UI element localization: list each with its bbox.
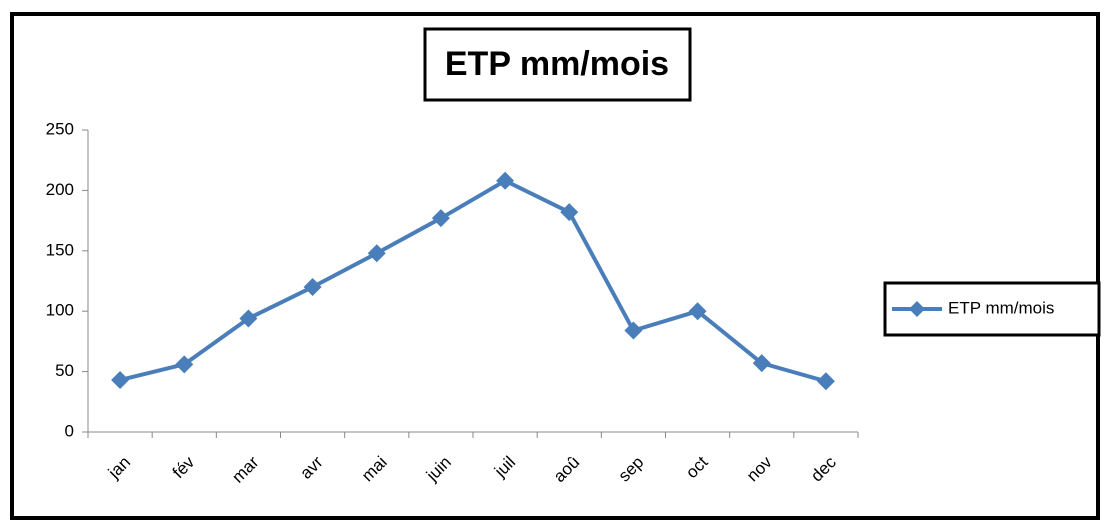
point-marker: [496, 171, 515, 190]
point-marker: [175, 355, 194, 374]
legend-marker: [909, 301, 925, 317]
point-marker: [111, 371, 130, 390]
y-tick-label: 250: [46, 119, 74, 138]
y-tick-label: 50: [55, 361, 74, 380]
series-line: [119, 178, 827, 384]
y-tick-label: 200: [46, 180, 74, 199]
point-marker: [624, 321, 643, 340]
y-tick-label: 0: [65, 421, 74, 440]
point-marker: [688, 302, 707, 321]
y-tick-label: 100: [46, 301, 74, 320]
point-marker: [560, 203, 579, 222]
point-marker: [303, 278, 322, 297]
point-marker: [431, 209, 450, 228]
title-box: [423, 27, 692, 102]
point-marker: [367, 244, 386, 263]
point-marker: [752, 354, 771, 373]
chart-title: ETP mm/mois: [445, 45, 669, 83]
legend-label: ETP mm/mois: [948, 298, 1054, 317]
y-tick-label: 150: [46, 240, 74, 259]
point-marker: [816, 372, 835, 391]
point-marker: [239, 309, 258, 328]
